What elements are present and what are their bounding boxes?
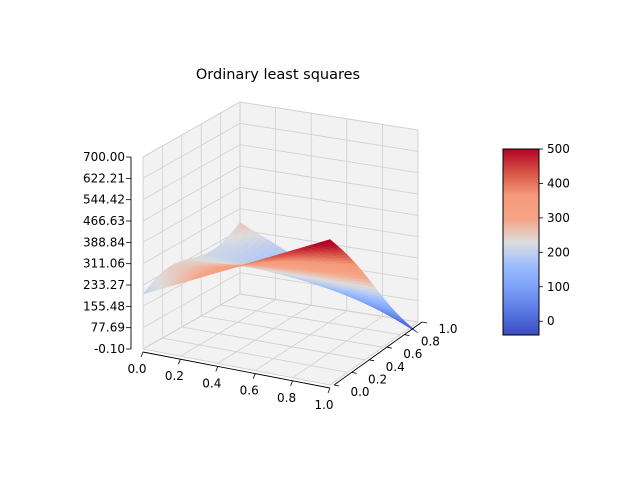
x-tick-label: 0.8 — [277, 391, 296, 405]
grid-line — [254, 310, 348, 371]
x-tick-label: 1.0 — [314, 398, 333, 412]
z-tick-label: 466.63 — [83, 214, 125, 228]
y-tick-mark — [404, 334, 410, 336]
x-tick-label: 0.0 — [127, 362, 146, 376]
grid-line — [142, 348, 331, 386]
grid-line — [162, 337, 348, 373]
grid-line — [142, 122, 241, 179]
grid-line — [239, 165, 419, 195]
grid-line — [329, 321, 419, 386]
x-tick-mark — [178, 359, 181, 365]
chart-title: Ordinary least squares — [196, 67, 360, 83]
grid-line — [239, 186, 419, 216]
y-tick-label: 0.0 — [350, 385, 369, 399]
surface-patch — [323, 239, 334, 244]
z-tick-label: 233.27 — [83, 278, 125, 292]
colorbar-tick-label: 200 — [547, 245, 570, 259]
x-tick-mark — [140, 351, 144, 358]
z-tick-label: 77.69 — [91, 321, 125, 335]
y-tick-label: 0.2 — [368, 372, 387, 386]
y-tick-mark — [333, 384, 340, 387]
z-tick-label: 622.21 — [83, 171, 125, 185]
colorbar-tick-label: 300 — [547, 211, 570, 225]
x-tick-mark — [327, 387, 331, 394]
grid-line — [239, 293, 419, 323]
colorbar-ticks: 0 100 200 300 400 500 — [539, 142, 570, 328]
grid-line — [201, 315, 383, 348]
y-tick-label: 0.8 — [421, 335, 440, 349]
grid-line — [142, 293, 241, 350]
x-axis-line — [142, 351, 331, 389]
x-tick-label: 0.6 — [240, 384, 259, 398]
tick-labels: 0.00.20.40.60.81.00.00.20.40.60.81.0-0.1… — [83, 150, 458, 412]
colorbar-gradient — [502, 148, 540, 336]
grid-line — [142, 165, 241, 222]
z-tick-label: 311.06 — [83, 257, 125, 271]
y-tick-mark — [369, 359, 375, 362]
colorbar-tick-label: 400 — [547, 176, 570, 190]
z-tick-label: 700.00 — [83, 150, 125, 164]
colorbar-tick-label: 0 — [547, 314, 555, 328]
z-tick-label: 544.42 — [83, 193, 125, 207]
grid-line — [217, 304, 312, 364]
z-tick-label: 155.48 — [83, 299, 125, 313]
z-tick-label: 388.84 — [83, 235, 125, 249]
x-tick-mark — [252, 373, 256, 379]
colorbar-tick-label: 100 — [547, 280, 570, 294]
grid-line — [142, 101, 241, 158]
grid-line — [292, 316, 383, 379]
grid-line — [142, 272, 241, 329]
y-tick-label: 1.0 — [438, 322, 457, 336]
grid-line — [239, 144, 419, 174]
colorbar: 0 100 200 300 400 500 — [502, 142, 570, 336]
grid-line — [142, 144, 241, 201]
y-tick-label: 0.6 — [403, 347, 422, 361]
grid-line — [142, 208, 241, 265]
grid-line — [239, 208, 419, 238]
y-tick-mark — [421, 321, 428, 324]
grid-line — [239, 122, 419, 152]
x-tick-label: 0.4 — [202, 376, 221, 390]
grid-line — [142, 186, 241, 243]
grid-line — [220, 304, 401, 335]
x-tick-mark — [215, 366, 219, 372]
colorbar-tick-label: 500 — [547, 142, 570, 156]
x-tick-mark — [290, 380, 293, 386]
grid-line — [239, 101, 419, 131]
x-tick-label: 0.2 — [165, 369, 184, 383]
y-axis-line — [333, 321, 423, 386]
grid-line — [181, 326, 366, 361]
z-tick-label: -0.10 — [94, 342, 125, 356]
y-tick-label: 0.4 — [386, 360, 405, 374]
axis-lines — [130, 157, 423, 389]
grid-line — [180, 299, 276, 357]
y-tick-mark — [386, 346, 392, 349]
y-tick-mark — [351, 372, 357, 374]
surface-mesh — [142, 222, 419, 334]
